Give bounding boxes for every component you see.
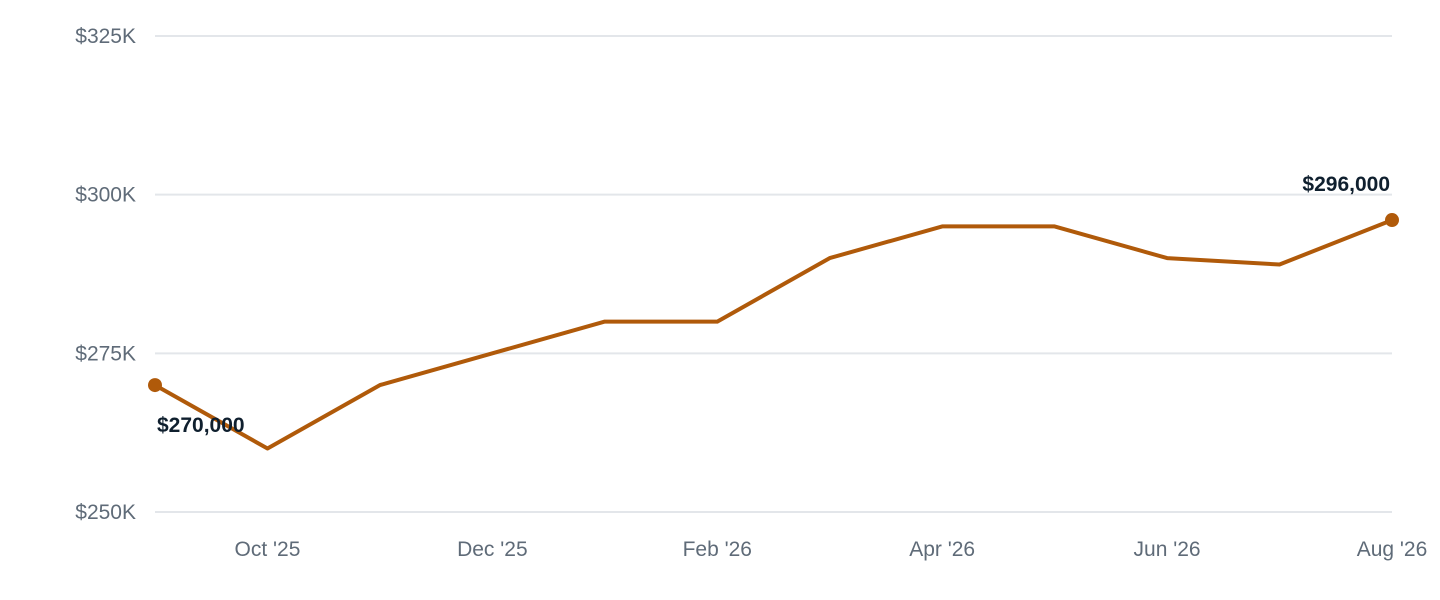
y-tick-label: $300K <box>75 184 136 207</box>
y-axis: $250K $275K $300K $325K <box>75 25 136 524</box>
y-tick-label: $275K <box>75 342 136 365</box>
endpoint-marker <box>148 378 162 393</box>
series-line <box>153 218 1394 451</box>
data-label: $296,000 <box>1302 173 1390 196</box>
y-tick-label: $325K <box>75 25 136 48</box>
y-tick-label: $250K <box>75 501 136 524</box>
x-tick-label: Feb '26 <box>683 538 752 561</box>
grid-layer <box>155 35 1392 513</box>
endpoint-marker <box>1385 213 1399 228</box>
x-tick-label: Dec '25 <box>457 538 528 561</box>
x-tick-label: Jun '26 <box>1134 538 1201 561</box>
data-label: $270,000 <box>157 414 245 437</box>
x-tick-label: Oct '25 <box>235 538 301 561</box>
x-tick-label: Apr '26 <box>909 538 975 561</box>
series-layer <box>148 213 1399 451</box>
data-labels: $270,000 $296,000 <box>157 173 1390 437</box>
x-axis: Oct '25 Dec '25 Feb '26 Apr '26 Jun '26 Aug '… <box>235 538 1428 561</box>
x-tick-label: Aug '26 <box>1357 538 1428 561</box>
